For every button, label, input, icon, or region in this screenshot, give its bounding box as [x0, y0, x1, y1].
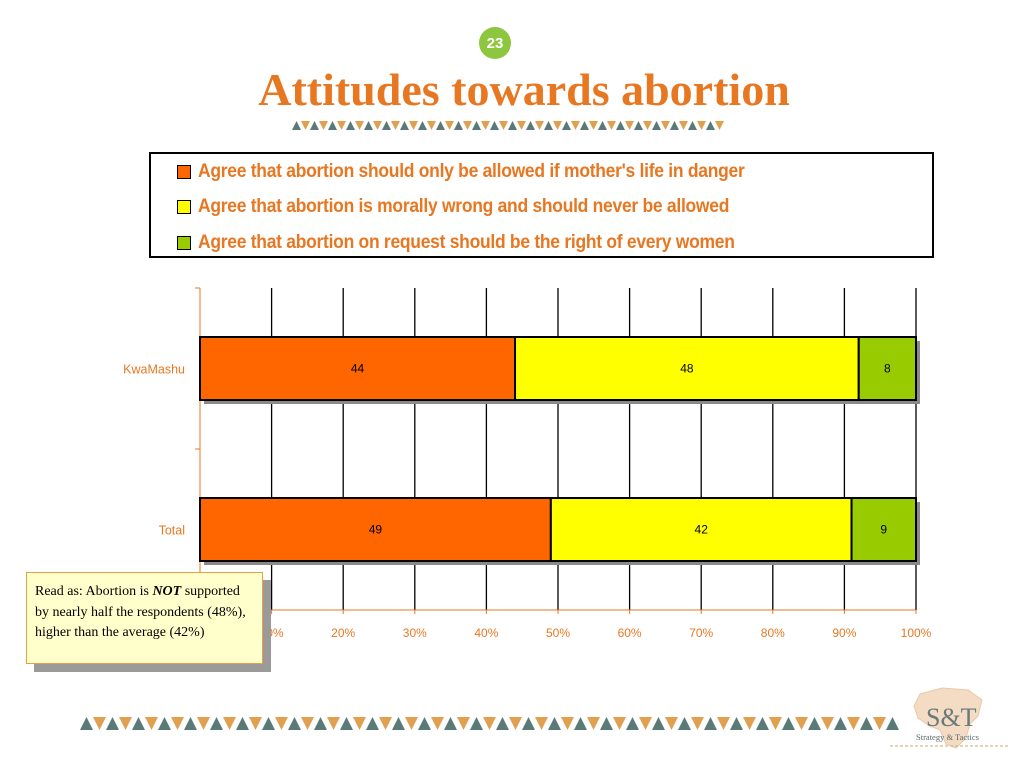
bar-segment [850, 497, 917, 562]
x-tick-label: 90% [832, 626, 856, 640]
x-tick-label: 50% [546, 626, 570, 640]
x-tick-label: 10% [260, 626, 284, 640]
note-text: supported by nearly half the respondents… [35, 584, 246, 640]
page-number-badge: 23 [479, 27, 511, 59]
legend-item-life-in-danger: Agree that abortion should only be allow… [177, 160, 792, 184]
bar-value-label: 48 [680, 362, 694, 376]
x-tick-label: 60% [618, 626, 642, 640]
note-prefix: Read as: Abortion is [35, 584, 153, 599]
x-tick-label: 20% [331, 626, 355, 640]
legend-label: Agree that abortion should only be allow… [198, 161, 745, 182]
legend-swatch [177, 236, 191, 250]
bar-segment [199, 497, 552, 562]
bar-value-label: 44 [351, 362, 365, 376]
legend-swatch [177, 165, 191, 179]
bar-segment [199, 336, 517, 401]
st-logo: S&T Strategy & Tactics [890, 687, 1010, 749]
x-tick-label: 100% [901, 626, 932, 640]
bar-segment [857, 336, 917, 401]
legend-label: Agree that abortion on request should be… [198, 232, 735, 253]
chart-legend: Agree that abortion should only be allow… [149, 152, 934, 258]
bar-value-label: 49 [369, 523, 383, 537]
read-as-note: Read as: Abortion is NOT supported by ne… [26, 572, 263, 664]
category-label: Total [159, 524, 185, 538]
legend-item-on-request: Agree that abortion on request should be… [177, 231, 781, 255]
x-tick-label: 70% [689, 626, 713, 640]
x-tick-label: 40% [474, 626, 498, 640]
bar-value-label: 8 [884, 362, 891, 376]
africa-map-icon [913, 687, 983, 749]
legend-swatch [177, 200, 191, 214]
x-tick-label: 30% [403, 626, 427, 640]
logo-letters: S&T [926, 703, 977, 732]
note-emphasis: NOT [152, 584, 182, 599]
bar-value-label: 42 [695, 523, 709, 537]
legend-item-morally-wrong: Agree that abortion is morally wrong and… [177, 195, 775, 219]
logo-tagline: Strategy & Tactics [916, 732, 979, 742]
bar-value-label: 9 [880, 523, 887, 537]
category-label: KwaMashu [123, 363, 185, 377]
x-tick-label: 80% [761, 626, 785, 640]
legend-label: Agree that abortion is morally wrong and… [198, 196, 730, 217]
page-title: Attitudes towards abortion [258, 64, 790, 115]
